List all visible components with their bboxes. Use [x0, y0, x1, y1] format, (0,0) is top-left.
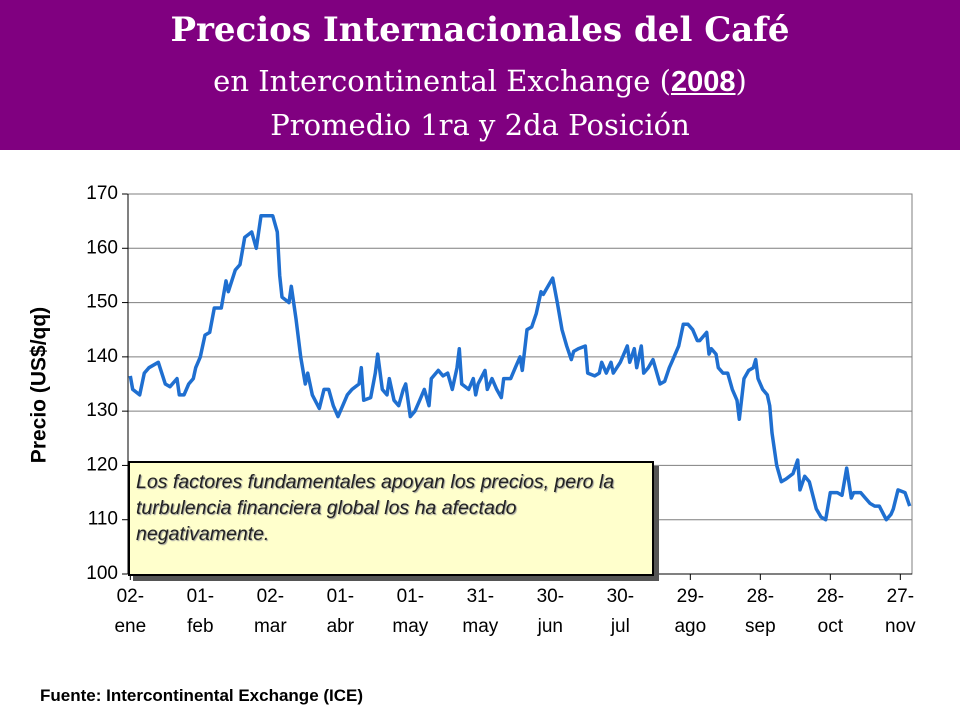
y-tick-label: 110 — [88, 509, 118, 530]
y-axis-label: Precio (US$/qq) — [28, 307, 51, 463]
x-tick-label: 02- mar — [253, 586, 287, 637]
x-tick-label: 31- may — [462, 586, 499, 637]
header-band: Precios Internacionales del Café en Inte… — [0, 0, 960, 150]
x-tick-label: 30- jul — [606, 586, 635, 637]
y-tick-label: 140 — [86, 346, 118, 367]
y-tick-label: 130 — [86, 400, 118, 421]
subtitle-text: ) — [735, 64, 747, 98]
subtitle: Promedio 1ra y 2da Posición — [270, 108, 690, 142]
y-tick-label: 100 — [86, 563, 118, 584]
x-tick-label: 30- jun — [536, 586, 565, 637]
y-tick-label: 150 — [86, 292, 118, 313]
x-tick-label: 02- ene — [114, 586, 147, 637]
subtitle-year: 2008 — [670, 66, 736, 98]
x-tick-label: 01- abr — [326, 586, 355, 637]
title: Precios Internacionales del Café — [170, 10, 790, 50]
annotation: Los factores fundamentales apoyan los pr… — [128, 461, 654, 576]
x-tick-label: 01- feb — [186, 586, 215, 637]
x-tick-label: 28- oct — [816, 586, 845, 637]
x-tick-label: 01- may — [392, 586, 429, 637]
x-tick-label: 28- sep — [745, 586, 776, 637]
subtitle-text: en Intercontinental Exchange ( — [213, 64, 671, 98]
y-tick-label: 160 — [86, 237, 118, 258]
subtitle: en Intercontinental Exchange (2008) — [0, 64, 960, 99]
x-tick-label: 27- nov — [885, 586, 916, 637]
source: Fuente: Intercontinental Exchange (ICE) — [40, 686, 364, 705]
y-tick-label: 170 — [86, 183, 118, 204]
x-tick-label: 29- ago — [674, 586, 707, 637]
y-tick-label: 120 — [86, 454, 118, 475]
price-line — [128, 213, 912, 522]
